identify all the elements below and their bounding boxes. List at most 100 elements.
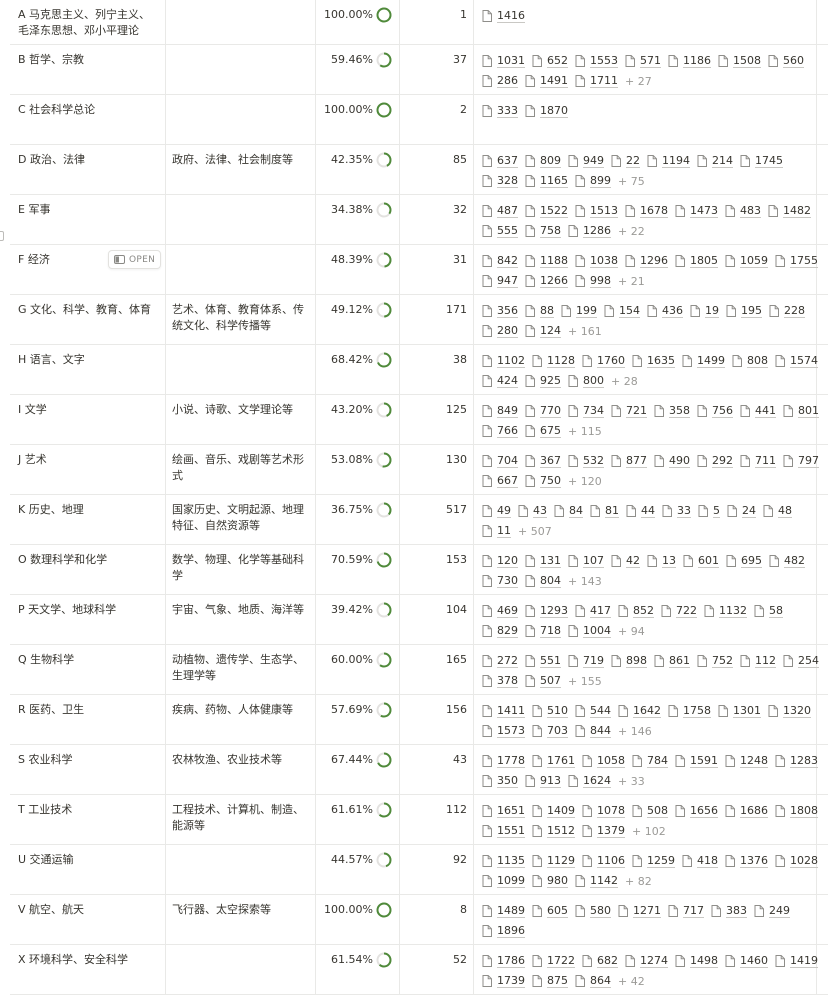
page-link[interactable]: 852 <box>618 604 654 618</box>
more-pages-count[interactable]: + 102 <box>632 824 666 838</box>
page-link[interactable]: 1188 <box>525 254 568 268</box>
count-cell[interactable]: 130 <box>400 445 474 494</box>
page-link[interactable]: 1722 <box>532 954 575 968</box>
page-link[interactable]: 1274 <box>625 954 668 968</box>
description-cell[interactable]: 农林牧渔、农业技术等 <box>166 745 316 794</box>
trailing-cell[interactable] <box>817 495 828 544</box>
progress-cell[interactable]: 60.00% <box>316 645 400 694</box>
page-link[interactable]: 1194 <box>647 154 690 168</box>
more-pages-count[interactable]: + 120 <box>568 474 602 488</box>
page-link[interactable]: 949 <box>568 154 604 168</box>
category-cell[interactable]: T 工业技术 <box>10 795 166 844</box>
count-cell[interactable]: 104 <box>400 595 474 644</box>
table-row[interactable]: B 哲学、宗教 59.46% 37 1031 652 1553 571 1186 1508 560… <box>10 45 828 95</box>
page-link[interactable]: 1591 <box>675 754 718 768</box>
page-link[interactable]: 719 <box>568 654 604 668</box>
page-link[interactable]: 383 <box>711 904 747 918</box>
related-pages-cell[interactable]: 842 1188 1038 1296 1805 1059 1755 947 1266 998 + 2… <box>474 245 818 294</box>
count-cell[interactable]: 171 <box>400 295 474 344</box>
trailing-cell[interactable] <box>817 745 828 794</box>
progress-cell[interactable]: 100.00% <box>316 0 400 44</box>
progress-cell[interactable]: 57.69% <box>316 695 400 744</box>
page-link[interactable]: 947 <box>482 274 518 288</box>
trailing-cell[interactable] <box>817 145 828 194</box>
related-pages-cell[interactable]: 1102 1128 1760 1635 1499 808 1574 424 925 800 + 28 <box>474 345 818 394</box>
page-link[interactable]: 88 <box>525 304 554 318</box>
table-row[interactable]: P 天文学、地球科学 宇宙、气象、地质、海洋等 39.42% 104 469 1293 41… <box>10 595 828 645</box>
page-link[interactable]: 1031 <box>482 54 525 68</box>
description-cell[interactable]: 疾病、药物、人体健康等 <box>166 695 316 744</box>
related-pages-cell[interactable]: 1778 1761 1058 784 1591 1248 1283 350 913 1624 + 3… <box>474 745 818 794</box>
category-cell[interactable]: Q 生物科学 <box>10 645 166 694</box>
count-cell[interactable]: 8 <box>400 895 474 944</box>
page-link[interactable]: 378 <box>482 674 518 688</box>
category-cell[interactable]: V 航空、航天 <box>10 895 166 944</box>
description-cell[interactable]: 艺术、体育、教育体系、传统文化、科学传播等 <box>166 295 316 344</box>
count-cell[interactable]: 1 <box>400 0 474 44</box>
page-link[interactable]: 800 <box>568 374 604 388</box>
more-pages-count[interactable]: + 21 <box>618 274 645 288</box>
page-link[interactable]: 784 <box>632 754 668 768</box>
page-link[interactable]: 766 <box>482 424 518 438</box>
trailing-cell[interactable] <box>817 345 828 394</box>
category-cell[interactable]: A 马克思主义、列宁主义、毛泽东思想、邓小平理论 <box>10 0 166 44</box>
page-link[interactable]: 875 <box>532 974 568 988</box>
count-cell[interactable]: 37 <box>400 45 474 94</box>
description-cell[interactable] <box>166 245 316 294</box>
trailing-cell[interactable] <box>817 0 828 44</box>
table-row[interactable]: H 语言、文字 68.42% 38 1102 1128 1760 1635 1499 808 15… <box>10 345 828 395</box>
page-link[interactable]: 750 <box>525 474 561 488</box>
page-link[interactable]: 1058 <box>582 754 625 768</box>
category-cell[interactable]: E 军事 <box>10 195 166 244</box>
description-cell[interactable] <box>166 195 316 244</box>
related-pages-cell[interactable]: 333 1870 <box>474 95 817 144</box>
page-link[interactable]: 1409 <box>532 804 575 818</box>
page-link[interactable]: 13 <box>647 554 676 568</box>
description-cell[interactable]: 绘画、音乐、戏剧等艺术形式 <box>166 445 316 494</box>
page-link[interactable]: 1473 <box>675 204 718 218</box>
progress-cell[interactable]: 49.12% <box>316 295 400 344</box>
page-link[interactable]: 48 <box>763 504 792 518</box>
page-link[interactable]: 605 <box>532 904 568 918</box>
page-link[interactable]: 1739 <box>482 974 525 988</box>
progress-cell[interactable]: 61.61% <box>316 795 400 844</box>
more-pages-count[interactable]: + 75 <box>618 174 645 188</box>
category-cell[interactable]: F 经济 OPEN <box>10 245 166 294</box>
page-link[interactable]: 1129 <box>532 854 575 868</box>
page-link[interactable]: 1508 <box>718 54 761 68</box>
page-link[interactable]: 1266 <box>525 274 568 288</box>
page-link[interactable]: 1498 <box>675 954 718 968</box>
trailing-cell[interactable] <box>817 445 828 494</box>
page-link[interactable]: 84 <box>554 504 583 518</box>
page-link[interactable]: 1106 <box>582 854 625 868</box>
count-cell[interactable]: 85 <box>400 145 474 194</box>
page-link[interactable]: 1489 <box>482 904 525 918</box>
count-cell[interactable]: 156 <box>400 695 474 744</box>
page-link[interactable]: 1513 <box>575 204 618 218</box>
page-link[interactable]: 33 <box>662 504 691 518</box>
related-pages-cell[interactable]: 1031 652 1553 571 1186 1508 560 286 1491 1711 + 27 <box>474 45 817 94</box>
count-cell[interactable]: 52 <box>400 945 474 994</box>
trailing-cell[interactable] <box>817 195 828 244</box>
table-row[interactable]: U 交通运输 44.57% 92 1135 1129 1106 1259 418 1376 102… <box>10 845 828 895</box>
page-link[interactable]: 487 <box>482 204 518 218</box>
trailing-cell[interactable] <box>817 545 828 594</box>
page-link[interactable]: 1038 <box>575 254 618 268</box>
table-row[interactable]: V 航空、航天 飞行器、太空探索等 100.00% 8 1489 605 580 1271 71… <box>10 895 828 945</box>
page-link[interactable]: 1553 <box>575 54 618 68</box>
page-link[interactable]: 1512 <box>532 824 575 838</box>
page-link[interactable]: 1296 <box>625 254 668 268</box>
count-cell[interactable]: 153 <box>400 545 474 594</box>
page-link[interactable]: 490 <box>654 454 690 468</box>
count-cell[interactable]: 2 <box>400 95 474 144</box>
related-pages-cell[interactable]: 1489 605 580 1271 717 383 249 1896 <box>474 895 817 944</box>
table-row[interactable]: F 经济 OPEN 48.39% 31 842 1188 1038 1296 1805 1059 1… <box>10 245 828 295</box>
page-link[interactable]: 998 <box>575 274 611 288</box>
page-link[interactable]: 1778 <box>482 754 525 768</box>
page-link[interactable]: 1286 <box>568 224 611 238</box>
page-link[interactable]: 682 <box>582 954 618 968</box>
page-link[interactable]: 808 <box>732 354 768 368</box>
page-link[interactable]: 1573 <box>482 724 525 738</box>
page-link[interactable]: 1896 <box>482 924 525 938</box>
more-pages-count[interactable]: + 82 <box>625 874 652 888</box>
